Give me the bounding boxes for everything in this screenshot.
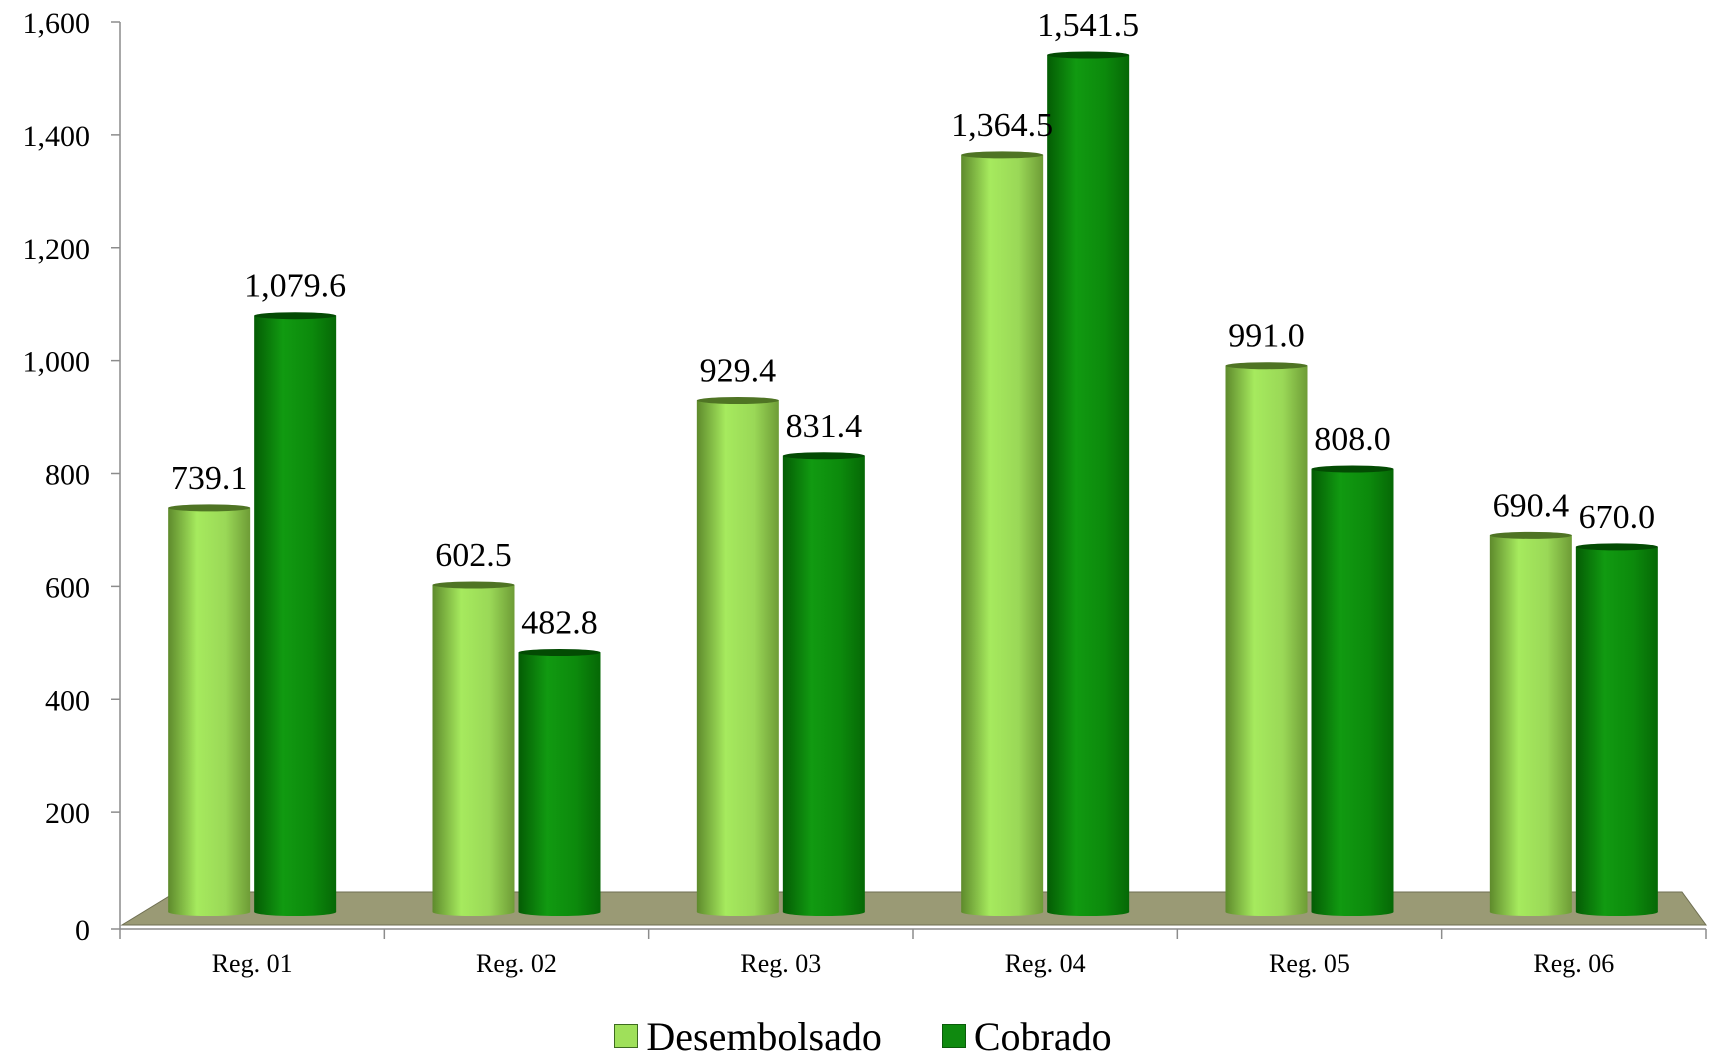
bar-base bbox=[1489, 908, 1572, 916]
data-label: 482.8 bbox=[521, 605, 598, 642]
bar-body bbox=[696, 400, 779, 912]
legend-label-desembolsado: Desembolsado bbox=[646, 1013, 882, 1059]
y-tick-label: 1,400 bbox=[23, 120, 91, 153]
bar-cap bbox=[1225, 362, 1308, 370]
data-label: 1,541.5 bbox=[1037, 7, 1139, 44]
y-tick-label: 0 bbox=[75, 914, 90, 947]
bar-cobrado bbox=[1575, 543, 1658, 916]
data-label: 1,364.5 bbox=[951, 107, 1053, 144]
bar-cap bbox=[1575, 543, 1658, 551]
bar-desembolsado bbox=[961, 151, 1044, 916]
data-label: 808.0 bbox=[1314, 421, 1391, 458]
bar-base bbox=[1047, 908, 1130, 916]
bar-cap bbox=[696, 396, 779, 404]
x-tick-label: Reg. 01 bbox=[212, 949, 293, 978]
bar-body bbox=[1489, 535, 1572, 912]
data-label: 1,079.6 bbox=[244, 268, 346, 305]
bar-cobrado bbox=[1047, 51, 1130, 916]
bar-body bbox=[254, 315, 337, 912]
data-label: 991.0 bbox=[1228, 318, 1305, 355]
x-tick-label: Reg. 05 bbox=[1269, 949, 1350, 978]
bar-cap bbox=[168, 504, 251, 512]
x-tick-label: Reg. 04 bbox=[1005, 949, 1086, 978]
bar-cap bbox=[1311, 465, 1394, 473]
bar-desembolsado bbox=[1225, 362, 1308, 916]
y-tick-label: 400 bbox=[45, 684, 90, 717]
bar-cap bbox=[518, 649, 601, 657]
bar-body bbox=[518, 652, 601, 912]
bar-base bbox=[1575, 908, 1658, 916]
bar-desembolsado bbox=[432, 581, 515, 916]
legend-swatch-cobrado bbox=[941, 1024, 966, 1048]
bar-base bbox=[782, 908, 865, 916]
bar-cap bbox=[1489, 531, 1572, 539]
bar-base bbox=[1225, 908, 1308, 916]
bar-body bbox=[782, 455, 865, 912]
data-label: 670.0 bbox=[1579, 499, 1656, 536]
bar-cap bbox=[432, 581, 515, 589]
legend: Desembolsado Cobrado bbox=[0, 1013, 1726, 1060]
y-tick-label: 1,600 bbox=[23, 7, 91, 40]
bar-base bbox=[254, 908, 337, 916]
data-label: 831.4 bbox=[786, 408, 863, 445]
legend-label-cobrado: Cobrado bbox=[973, 1013, 1112, 1059]
legend-swatch-desembolsado bbox=[614, 1024, 639, 1048]
bar-base bbox=[696, 908, 779, 916]
x-tick-label: Reg. 03 bbox=[740, 949, 821, 978]
bar-cobrado bbox=[254, 312, 337, 916]
x-tick-label: Reg. 02 bbox=[476, 949, 557, 978]
bar-body bbox=[1311, 468, 1394, 912]
y-tick-label: 800 bbox=[45, 459, 90, 492]
bar-desembolsado bbox=[1489, 531, 1572, 916]
y-tick-label: 200 bbox=[45, 797, 90, 830]
bar-cobrado bbox=[518, 649, 601, 916]
bar-body bbox=[1225, 365, 1308, 913]
bar-base bbox=[1311, 908, 1394, 916]
bar-desembolsado bbox=[696, 396, 779, 916]
bar-cap bbox=[1047, 51, 1130, 59]
bar-cobrado bbox=[1311, 465, 1394, 916]
bar-cap bbox=[961, 151, 1044, 159]
legend-item-cobrado: Cobrado bbox=[941, 1013, 1112, 1060]
bar-base bbox=[168, 908, 251, 916]
data-label: 690.4 bbox=[1493, 487, 1570, 524]
bar-desembolsado bbox=[168, 504, 251, 916]
bar-cobrado bbox=[782, 452, 865, 916]
bar-cap bbox=[254, 312, 337, 320]
bar-body bbox=[1047, 55, 1130, 913]
data-label: 739.1 bbox=[171, 460, 248, 497]
y-tick-label: 1,200 bbox=[23, 233, 91, 266]
legend-item-desembolsado: Desembolsado bbox=[614, 1013, 882, 1060]
bar-body bbox=[961, 154, 1044, 913]
y-tick-label: 1,000 bbox=[23, 346, 91, 379]
y-tick-label: 600 bbox=[45, 571, 90, 604]
x-tick-label: Reg. 06 bbox=[1533, 949, 1614, 978]
bar-body bbox=[1575, 546, 1658, 912]
bar-cap bbox=[782, 452, 865, 460]
bar-body bbox=[432, 584, 515, 912]
data-label: 602.5 bbox=[435, 537, 512, 574]
data-label: 929.4 bbox=[700, 352, 777, 389]
bar-base bbox=[432, 908, 515, 916]
bar-body bbox=[168, 507, 251, 912]
chart-floor bbox=[120, 891, 1707, 926]
bar-base bbox=[961, 908, 1044, 916]
bar-base bbox=[518, 908, 601, 916]
